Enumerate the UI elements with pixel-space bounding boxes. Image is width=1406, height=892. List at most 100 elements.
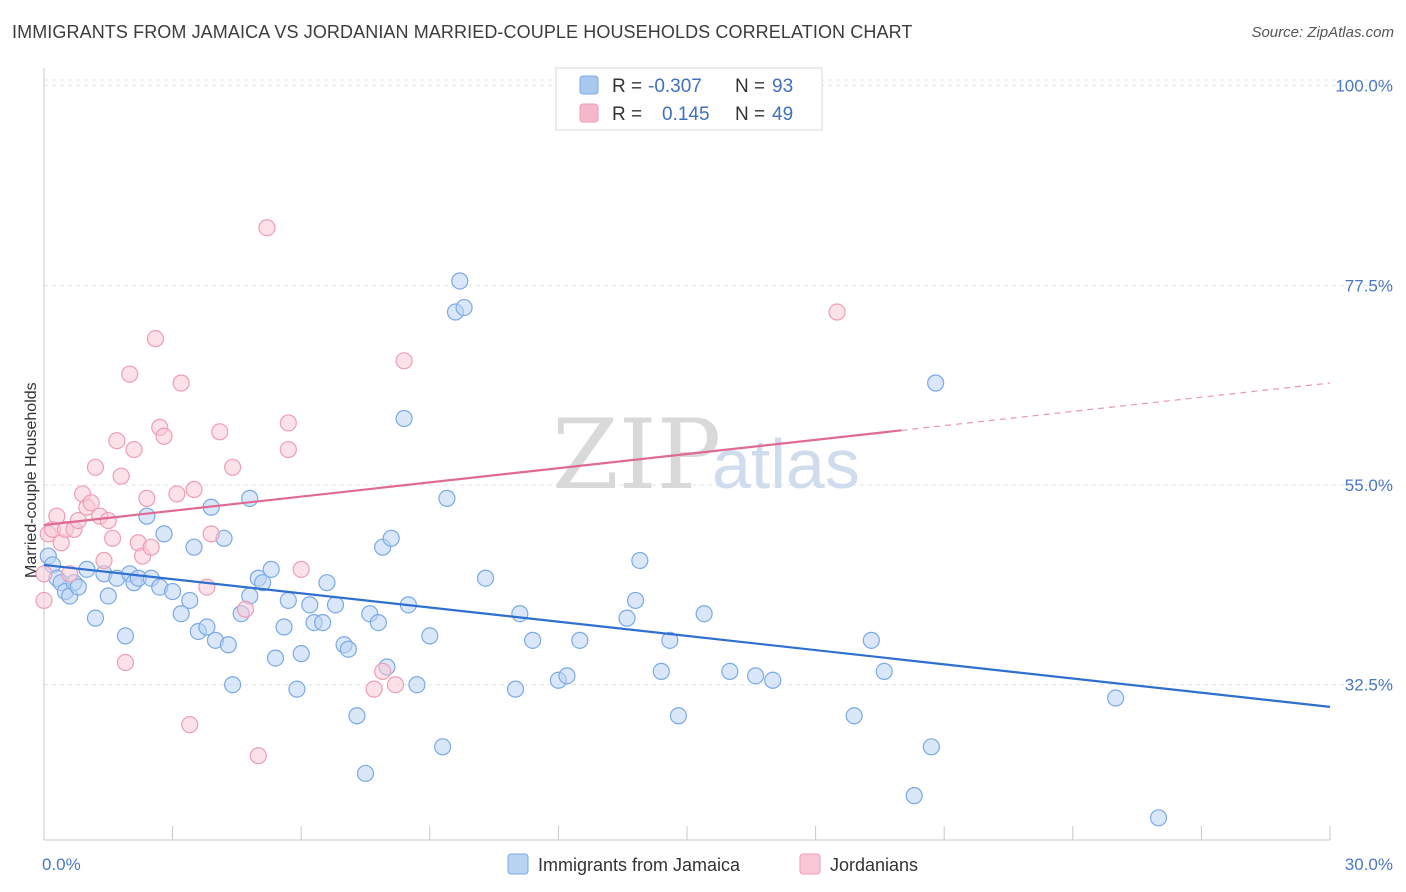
point-jamaica-56: [382, 529, 400, 547]
point-jamaica-57: [395, 409, 413, 428]
point-jordanians-39: [258, 219, 276, 237]
series-jamaica: [39, 272, 1168, 827]
point-jordanians-32: [185, 480, 203, 499]
point-jamaica-26: [198, 618, 216, 636]
stats-r-value-jamaica: -0.307: [648, 76, 702, 97]
legend-label-jamaica: Immigrants from Jamaica: [538, 855, 741, 875]
point-jordanians-45: [386, 676, 405, 694]
point-jamaica-20: [155, 525, 173, 543]
point-jamaica-22: [172, 605, 190, 623]
point-jordanians-0: [35, 591, 53, 610]
point-jordanians-21: [125, 440, 143, 459]
point-jamaica-13: [116, 627, 135, 645]
point-jordanians-26: [146, 330, 165, 348]
point-jamaica-30: [219, 636, 237, 654]
point-jamaica-72: [571, 631, 589, 649]
point-jamaica-87: [922, 738, 940, 756]
point-jordanians-25: [142, 538, 160, 556]
point-jordanians-20: [121, 365, 139, 383]
point-jamaica-85: [875, 662, 893, 681]
point-jordanians-30: [172, 374, 190, 392]
point-jamaica-17: [138, 507, 156, 525]
point-jamaica-90: [1149, 809, 1168, 827]
trend-line-jordanians: [43, 429, 902, 527]
axes: [43, 68, 1331, 841]
point-jamaica-81: [746, 667, 765, 685]
bottom-legend: Immigrants from Jamaica Jordanians: [507, 853, 918, 875]
point-jamaica-80: [721, 662, 739, 681]
point-jamaica-46: [318, 574, 336, 592]
point-jamaica-64: [451, 272, 469, 290]
point-jordanians-36: [224, 458, 242, 476]
point-jamaica-83: [845, 707, 863, 725]
y-axis-label: Married-couple Households: [23, 382, 40, 578]
point-jamaica-51: [356, 764, 375, 783]
point-jamaica-76: [652, 662, 670, 681]
y-tick-label-1: 55.0%: [1345, 476, 1393, 495]
point-jordanians-43: [365, 680, 383, 698]
stats-n-label-jordanians: N =: [735, 104, 765, 125]
point-jamaica-42: [292, 645, 310, 663]
point-jamaica-88: [927, 374, 945, 392]
point-jordanians-24: [138, 489, 156, 507]
point-jamaica-45: [314, 613, 332, 632]
trend-line-dashed-jordanians: [901, 382, 1331, 431]
stats-n-value-jamaica: 93: [772, 76, 793, 97]
point-jordanians-46: [395, 352, 413, 370]
point-jamaica-7: [69, 578, 87, 596]
series-jordanians: [35, 219, 846, 765]
point-jamaica-77: [661, 631, 679, 649]
point-jamaica-11: [99, 587, 117, 605]
point-jamaica-43: [301, 596, 319, 614]
point-jordanians-15: [99, 511, 117, 530]
point-jamaica-66: [476, 569, 495, 587]
point-jordanians-14: [95, 551, 113, 570]
watermark-zip: ZIP: [552, 399, 721, 511]
stats-r-label-jordanians: R =: [612, 104, 642, 125]
point-jamaica-74: [626, 591, 645, 610]
trend-lines: [43, 382, 1331, 708]
y-tick-label-3: 100.0%: [1335, 77, 1393, 96]
stats-r-label-jamaica: R =: [612, 76, 642, 97]
stats-legend-swatch-jamaica: [579, 75, 599, 95]
stats-legend-swatch-jordanians: [579, 103, 599, 123]
point-jordanians-18: [112, 467, 130, 485]
legend-swatch-jordanians: [799, 853, 821, 875]
point-jamaica-23: [181, 591, 199, 610]
point-jamaica-31: [224, 676, 242, 694]
point-jamaica-89: [1107, 689, 1125, 707]
point-jordanians-19: [116, 653, 135, 672]
point-jordanians-38: [249, 747, 267, 765]
point-jamaica-40: [279, 591, 297, 610]
point-jamaica-86: [905, 787, 923, 805]
point-jordanians-29: [168, 485, 186, 503]
point-jordanians-42: [292, 560, 310, 578]
point-jamaica-53: [369, 613, 387, 632]
point-jamaica-39: [275, 618, 293, 636]
point-jamaica-24: [185, 538, 203, 556]
point-jamaica-84: [862, 631, 880, 649]
stats-legend: R = -0.307 N = 93 R = 0.145 N = 49: [555, 67, 823, 131]
point-jamaica-9: [86, 609, 105, 627]
y-tick-label-2: 77.5%: [1345, 276, 1393, 295]
stats-n-value-jordanians: 49: [772, 104, 793, 125]
point-jordanians-11: [82, 494, 100, 512]
point-jordanians-28: [155, 427, 173, 445]
point-jamaica-47: [326, 596, 345, 614]
chart-source: Source: ZipAtlas.com: [1251, 24, 1394, 41]
point-jordanians-12: [86, 458, 105, 476]
point-jordanians-34: [202, 525, 220, 543]
point-jamaica-78: [669, 707, 688, 725]
point-jamaica-61: [434, 738, 452, 756]
point-jamaica-60: [421, 627, 439, 645]
point-jamaica-67: [506, 680, 525, 698]
x-tick-labels: 0.0% 30.0%: [42, 855, 1393, 874]
y-tick-label-0: 32.5%: [1345, 676, 1393, 695]
point-jamaica-71: [558, 667, 576, 685]
point-jordanians-44: [374, 662, 392, 681]
watermark: ZIP atlas: [552, 399, 860, 511]
point-jamaica-65: [455, 298, 473, 317]
point-jordanians-17: [108, 432, 126, 450]
stats-legend-box: [555, 67, 823, 131]
point-jamaica-62: [438, 489, 456, 507]
